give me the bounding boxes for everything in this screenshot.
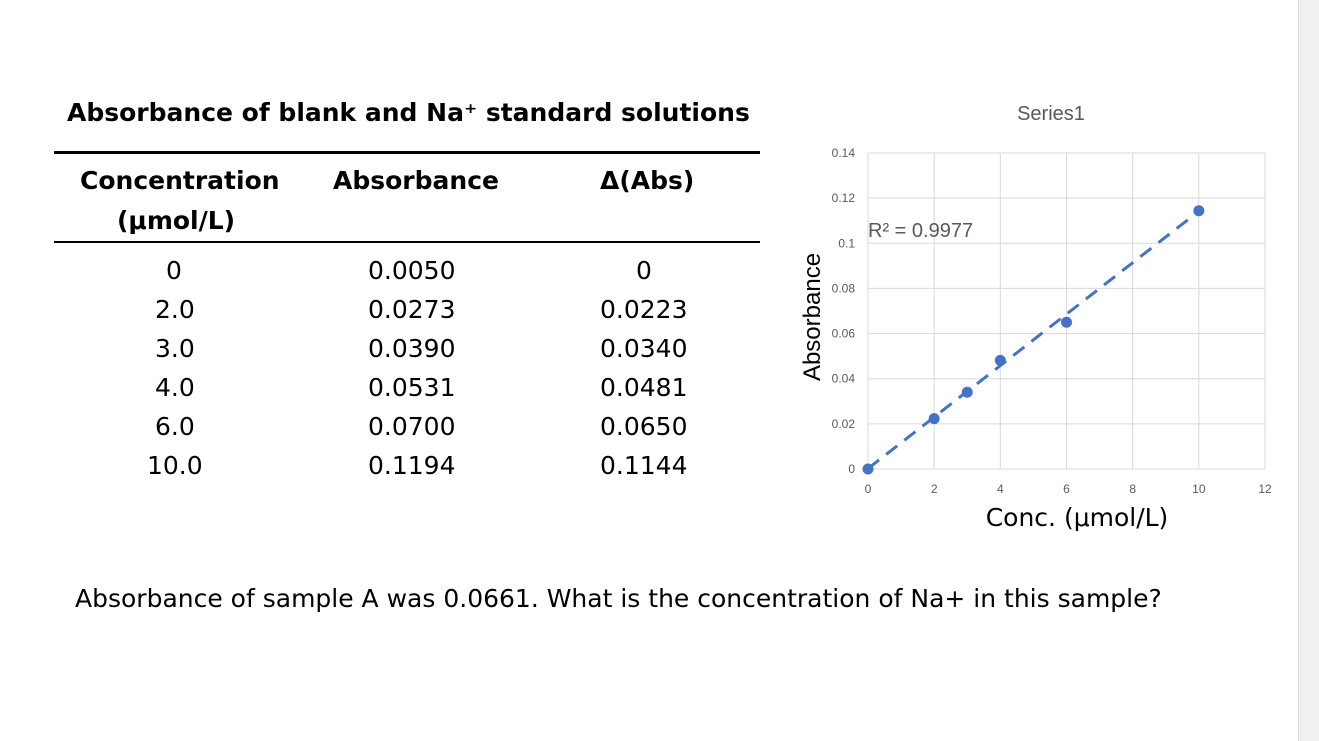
chart-title: Series1 (1017, 103, 1085, 125)
cell-absorbance: 0.0700 (368, 412, 456, 441)
cell-delta: 0.0650 (600, 412, 688, 441)
question-text: Absorbance of sample A was 0.0661. What … (75, 584, 1162, 613)
header-absorbance: Absorbance (333, 166, 499, 195)
table-header-rule (54, 241, 760, 243)
trendline (867, 210, 1200, 470)
cell-absorbance: 0.0050 (368, 256, 456, 285)
cell-absorbance: 0.0531 (368, 373, 456, 402)
header-delta-abs: Δ(Abs) (600, 166, 695, 195)
trendline-path (867, 210, 1200, 470)
cell-concentration: 3.0 (155, 334, 195, 363)
x-tick-label: 0 (865, 482, 872, 496)
chart-tick-labels: 0 2 4 6 8 10 12 0 0.02 0.04 0.06 0.08 0.1 0.12 0.14 (832, 146, 1272, 496)
vertical-scrollbar[interactable] (1298, 0, 1319, 741)
y-tick-label: 0.1 (838, 236, 855, 250)
data-point (928, 413, 940, 425)
cell-delta: 0.0223 (600, 295, 688, 324)
cell-delta: 0.0340 (600, 334, 688, 363)
cell-concentration: 4.0 (155, 373, 195, 402)
calibration-chart: Series1 0 2 4 6 8 10 12 0 0.02 0.04 0.06 0.08 0.1 0.1… (799, 103, 1272, 532)
x-tick-label: 6 (1063, 482, 1070, 496)
data-point (961, 386, 973, 398)
cell-concentration: 0 (166, 256, 182, 285)
r-squared-label: R² = 0.9977 (868, 220, 973, 242)
cell-absorbance: 0.0390 (368, 334, 456, 363)
cell-concentration: 2.0 (155, 295, 195, 324)
x-tick-label: 12 (1258, 482, 1272, 496)
table-title: Absorbance of blank and Na⁺ standard sol… (67, 98, 750, 127)
cell-delta: 0.1144 (600, 451, 688, 480)
data-point (862, 463, 874, 475)
x-tick-label: 2 (931, 482, 938, 496)
cell-concentration: 10.0 (147, 451, 203, 480)
table-top-rule (54, 151, 760, 154)
x-axis-label: Conc. (μmol/L) (986, 503, 1169, 532)
cell-concentration: 6.0 (155, 412, 195, 441)
header-concentration-unit: (μmol/L) (117, 206, 236, 235)
data-point (994, 354, 1006, 366)
x-tick-label: 4 (997, 482, 1004, 496)
data-point (1061, 316, 1072, 328)
data-point (1193, 205, 1205, 217)
data-points (862, 205, 1205, 475)
cell-delta: 0.0481 (600, 373, 688, 402)
x-tick-label: 10 (1192, 482, 1206, 496)
y-tick-label: 0.02 (832, 417, 856, 431)
y-tick-label: 0.08 (832, 281, 856, 295)
header-concentration: Concentration (80, 166, 280, 195)
cell-absorbance: 0.0273 (368, 295, 456, 324)
y-tick-label: 0.04 (832, 372, 856, 386)
y-tick-label: 0.14 (832, 146, 856, 160)
cell-delta: 0 (636, 256, 652, 285)
y-tick-label: 0.06 (832, 327, 856, 341)
y-axis-label: Absorbance (799, 253, 826, 381)
y-tick-label: 0.12 (832, 191, 856, 205)
x-tick-label: 8 (1129, 482, 1136, 496)
y-tick-label: 0 (848, 462, 855, 476)
cell-absorbance: 0.1194 (368, 451, 456, 480)
